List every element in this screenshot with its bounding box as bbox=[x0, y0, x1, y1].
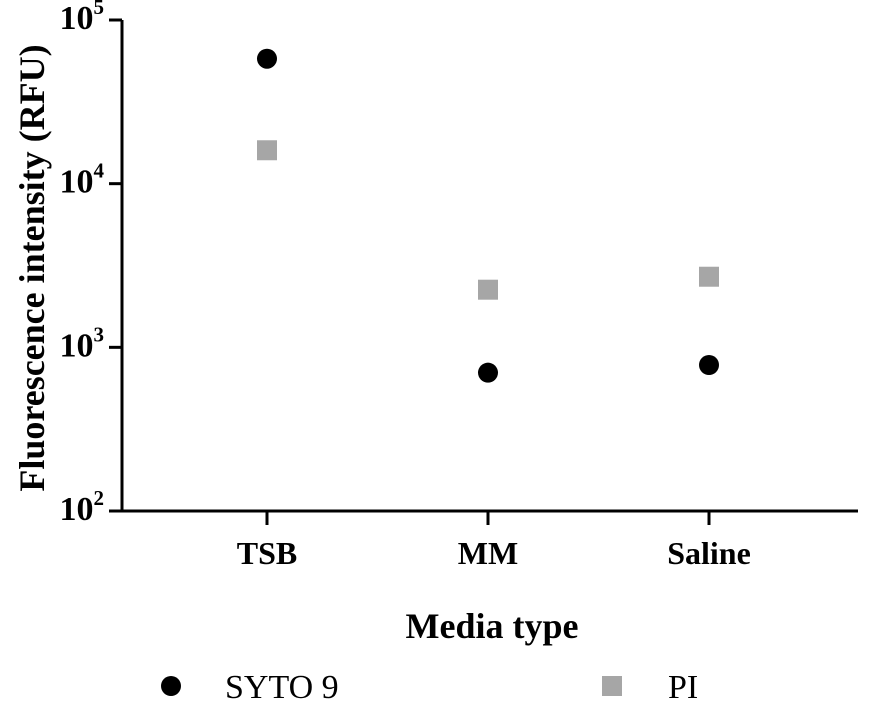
legend-label: PI bbox=[668, 669, 698, 706]
y-tick-label: 105 bbox=[60, 0, 105, 37]
legend-pi-marker bbox=[602, 676, 622, 696]
legend: SYTO 9 PI bbox=[161, 669, 698, 706]
syto9-point bbox=[699, 354, 719, 375]
x-axis-title: Media type bbox=[406, 606, 579, 646]
y-tick-label: 102 bbox=[60, 486, 105, 528]
pi-point bbox=[478, 279, 498, 300]
x-ticks: TSB MM Saline bbox=[237, 511, 751, 571]
y-axis-title: Fluorescence intensity (RFU) bbox=[12, 44, 52, 491]
y-ticks: 102 103 104 105 bbox=[60, 0, 122, 528]
legend-syto9-marker bbox=[161, 676, 181, 696]
y-tick-label: 103 bbox=[60, 322, 105, 364]
y-tick-label: 104 bbox=[60, 159, 105, 201]
x-tick-label: TSB bbox=[237, 535, 297, 571]
data-points bbox=[257, 48, 719, 383]
x-tick-label: Saline bbox=[667, 535, 751, 571]
syto9-point bbox=[478, 362, 498, 383]
syto9-point bbox=[257, 48, 277, 69]
legend-label: SYTO 9 bbox=[225, 669, 339, 706]
pi-point bbox=[699, 266, 719, 287]
x-tick-label: MM bbox=[458, 535, 518, 571]
pi-point bbox=[257, 140, 277, 161]
